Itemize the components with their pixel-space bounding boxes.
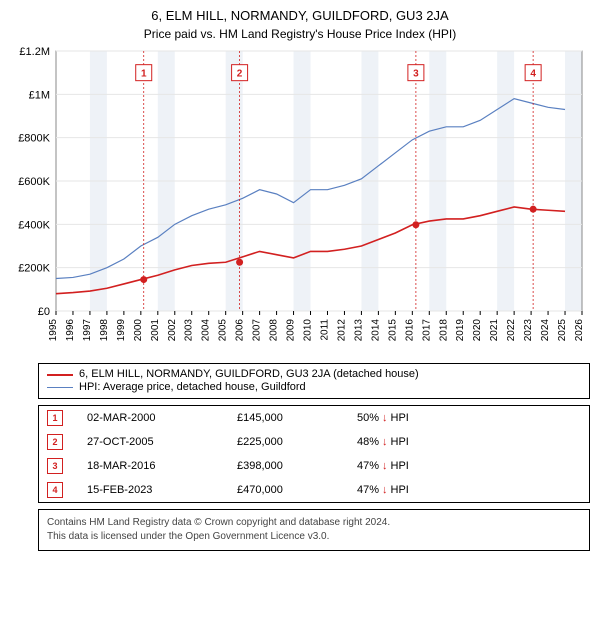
svg-text:£1.2M: £1.2M <box>19 46 50 58</box>
svg-text:2003: 2003 <box>184 319 195 342</box>
sale-marker-chip: 1 <box>47 410 63 426</box>
footer-line1: Contains HM Land Registry data © Crown c… <box>47 516 581 530</box>
svg-text:2005: 2005 <box>218 319 229 342</box>
svg-text:2007: 2007 <box>252 319 263 342</box>
sale-pct-vs-hpi: 47%↓HPI <box>357 460 447 472</box>
svg-text:2020: 2020 <box>472 319 483 342</box>
chart-area: £0 £200K £400K £600K £800K £1M £1.2M 1995 1996 19… <box>10 45 590 355</box>
svg-text:2023: 2023 <box>523 319 534 342</box>
title-address: 6, ELM HILL, NORMANDY, GUILDFORD, GU3 2J… <box>0 8 600 23</box>
svg-text:2017: 2017 <box>421 319 432 342</box>
svg-text:2014: 2014 <box>370 319 381 342</box>
svg-text:2006: 2006 <box>235 319 246 342</box>
title-subtitle: Price paid vs. HM Land Registry's House … <box>0 27 600 41</box>
svg-text:£400K: £400K <box>18 219 50 231</box>
svg-text:2012: 2012 <box>336 319 347 342</box>
svg-text:3: 3 <box>413 69 419 80</box>
svg-text:2024: 2024 <box>540 319 551 342</box>
table-row: 102-MAR-2000£145,00050%↓HPI <box>39 406 589 430</box>
svg-text:4: 4 <box>530 69 536 80</box>
svg-text:2019: 2019 <box>455 319 466 342</box>
legend-label: HPI: Average price, detached house, Guil… <box>79 382 306 393</box>
svg-text:1996: 1996 <box>65 319 76 342</box>
svg-text:1999: 1999 <box>116 319 127 342</box>
legend-row: 6, ELM HILL, NORMANDY, GUILDFORD, GU3 2J… <box>47 368 581 381</box>
down-arrow-icon: ↓ <box>382 460 388 472</box>
svg-text:1995: 1995 <box>48 319 59 342</box>
sale-pct-vs-hpi: 48%↓HPI <box>357 436 447 448</box>
svg-text:2008: 2008 <box>269 319 280 342</box>
chart-svg: £0 £200K £400K £600K £800K £1M £1.2M 1995 1996 19… <box>10 45 590 355</box>
sale-marker-chip: 4 <box>47 482 63 498</box>
footer-line2: This data is licensed under the Open Gov… <box>47 530 581 544</box>
down-arrow-icon: ↓ <box>382 484 388 496</box>
svg-text:2001: 2001 <box>150 319 161 342</box>
sale-pct-vs-hpi: 50%↓HPI <box>357 412 447 424</box>
sale-date: 18-MAR-2016 <box>63 460 237 472</box>
svg-text:2004: 2004 <box>201 319 212 342</box>
svg-text:1998: 1998 <box>99 319 110 342</box>
sale-price: £225,000 <box>237 436 357 448</box>
svg-text:1997: 1997 <box>82 319 93 342</box>
down-arrow-icon: ↓ <box>382 436 388 448</box>
svg-text:2010: 2010 <box>303 319 314 342</box>
svg-text:1: 1 <box>141 69 147 80</box>
down-arrow-icon: ↓ <box>382 412 388 424</box>
svg-text:2000: 2000 <box>133 319 144 342</box>
svg-text:2002: 2002 <box>167 319 178 342</box>
sale-price: £470,000 <box>237 484 357 496</box>
svg-text:2013: 2013 <box>353 319 364 342</box>
sale-pct-vs-hpi: 47%↓HPI <box>357 484 447 496</box>
sale-marker-chip: 2 <box>47 434 63 450</box>
sale-price: £398,000 <box>237 460 357 472</box>
svg-text:£600K: £600K <box>18 176 50 188</box>
svg-text:2018: 2018 <box>438 319 449 342</box>
legend-swatch <box>47 374 73 376</box>
chart-container: 6, ELM HILL, NORMANDY, GUILDFORD, GU3 2J… <box>0 0 600 551</box>
svg-text:2015: 2015 <box>387 319 398 342</box>
legend-swatch <box>47 387 73 388</box>
svg-text:2016: 2016 <box>404 319 415 342</box>
svg-text:2025: 2025 <box>557 319 568 342</box>
svg-text:2026: 2026 <box>574 319 585 342</box>
sales-table: 102-MAR-2000£145,00050%↓HPI227-OCT-2005£… <box>38 405 590 503</box>
sale-marker-chip: 3 <box>47 458 63 474</box>
svg-text:£200K: £200K <box>18 263 50 275</box>
legend-label: 6, ELM HILL, NORMANDY, GUILDFORD, GU3 2J… <box>79 369 419 380</box>
svg-text:£1M: £1M <box>29 89 50 101</box>
table-row: 318-MAR-2016£398,00047%↓HPI <box>39 454 589 478</box>
sale-price: £145,000 <box>237 412 357 424</box>
title-area: 6, ELM HILL, NORMANDY, GUILDFORD, GU3 2J… <box>0 0 600 45</box>
svg-text:2009: 2009 <box>286 319 297 342</box>
sale-date: 27-OCT-2005 <box>63 436 237 448</box>
sale-date: 02-MAR-2000 <box>63 412 237 424</box>
table-row: 227-OCT-2005£225,00048%↓HPI <box>39 430 589 454</box>
svg-text:2022: 2022 <box>506 319 517 342</box>
sale-date: 15-FEB-2023 <box>63 484 237 496</box>
legend: 6, ELM HILL, NORMANDY, GUILDFORD, GU3 2J… <box>38 363 590 399</box>
svg-text:2011: 2011 <box>319 319 330 341</box>
legend-row: HPI: Average price, detached house, Guil… <box>47 381 581 394</box>
svg-text:2: 2 <box>237 69 243 80</box>
svg-text:2021: 2021 <box>489 319 500 342</box>
svg-text:£800K: £800K <box>18 133 50 145</box>
svg-text:£0: £0 <box>38 306 50 318</box>
footer-attribution: Contains HM Land Registry data © Crown c… <box>38 509 590 551</box>
table-row: 415-FEB-2023£470,00047%↓HPI <box>39 478 589 502</box>
